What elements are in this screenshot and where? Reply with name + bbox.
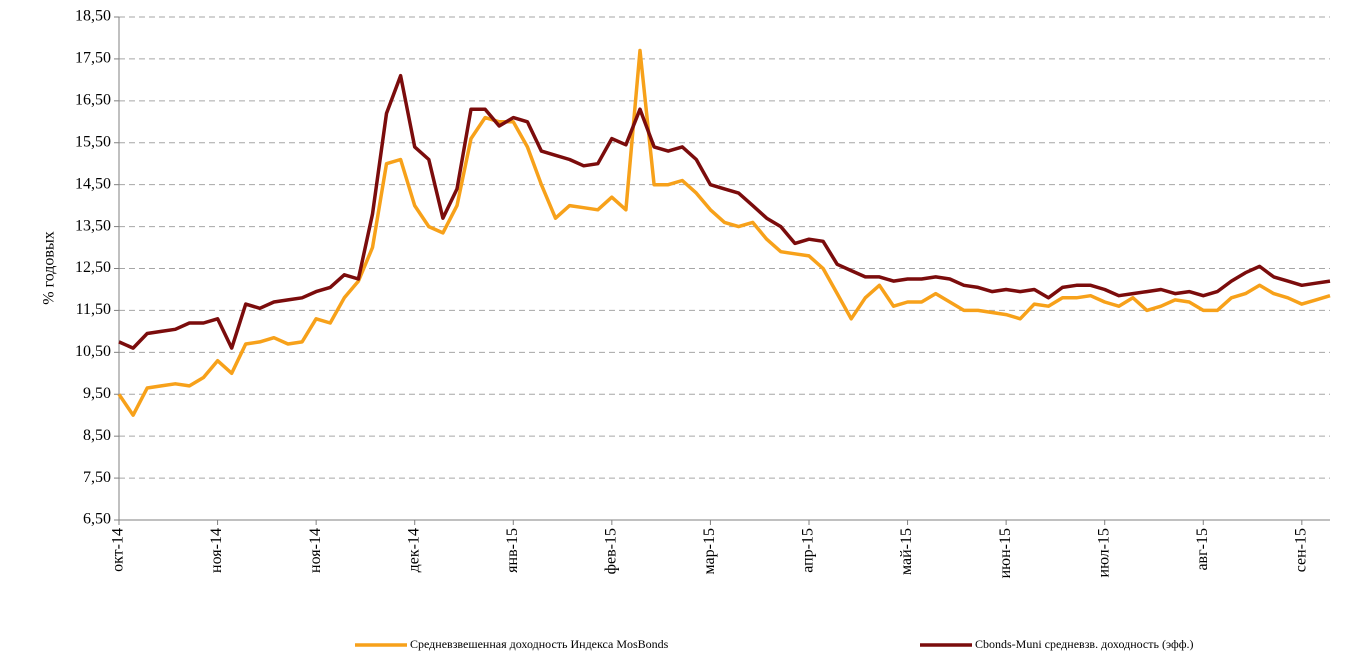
x-tick-label: июн-15 — [997, 528, 1014, 578]
y-tick-label: 16,50 — [75, 92, 111, 109]
y-tick-label: 14,50 — [75, 175, 111, 192]
series-line — [118, 73, 1331, 350]
y-tick-label: 10,50 — [75, 343, 111, 360]
y-tick-label: 17,50 — [75, 50, 111, 67]
y-tick-label: 18,50 — [75, 8, 111, 25]
x-tick-label: дек-14 — [405, 528, 422, 572]
x-tick-label: окт-14 — [110, 528, 127, 572]
y-tick-label: 11,50 — [76, 301, 111, 318]
x-tick-label: мар-15 — [701, 528, 718, 574]
y-tick-label: 6,50 — [83, 511, 111, 528]
x-tick-label: ноя-14 — [307, 528, 324, 573]
legend-label: Cbonds-Muni средневзв. доходность (эфф.) — [975, 637, 1194, 651]
y-tick-label: 7,50 — [83, 469, 111, 486]
y-tick-label: 9,50 — [83, 385, 111, 402]
x-tick-label: ноя-14 — [208, 528, 225, 573]
y-axis-label: % годовых — [41, 231, 58, 304]
y-tick-label: 8,50 — [83, 427, 111, 444]
y-tick-label: 15,50 — [75, 133, 111, 150]
legend-label: Средневзвешенная доходность Индекса MosB… — [410, 637, 669, 651]
series-line — [117, 48, 1331, 417]
y-tick-label: 13,50 — [75, 217, 111, 234]
x-tick-label: май-15 — [898, 528, 915, 575]
x-tick-label: янв-15 — [504, 528, 521, 573]
y-tick-label: 12,50 — [75, 259, 111, 276]
x-tick-label: фев-15 — [603, 528, 620, 574]
x-tick-label: апр-15 — [800, 528, 817, 573]
x-tick-label: авг-15 — [1194, 528, 1211, 571]
x-tick-label: сен-15 — [1293, 528, 1310, 572]
x-tick-label: июл-15 — [1095, 528, 1112, 577]
